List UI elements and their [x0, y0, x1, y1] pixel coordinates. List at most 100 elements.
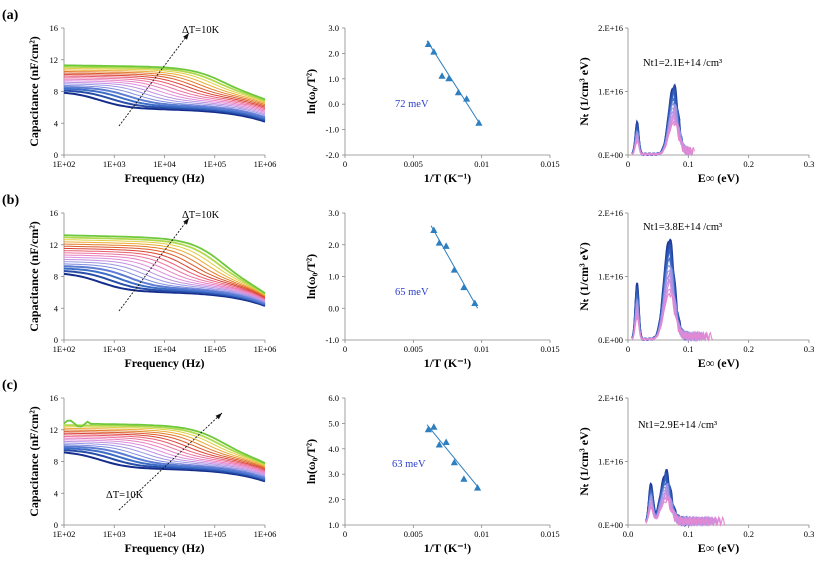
arr-x-tick-label: 0.005	[404, 529, 423, 539]
arr-y-tick-label: 2.0	[328, 48, 339, 58]
capacitance-curve	[64, 74, 266, 108]
cap-x-tick-label: 1E+05	[203, 159, 226, 169]
arrhenius-fit-line	[426, 40, 481, 125]
capacitance-curve	[63, 241, 266, 296]
capacitance-curve	[63, 432, 266, 470]
activation-energy-label: 63 meV	[392, 459, 426, 470]
capacitance-curve	[63, 86, 266, 119]
cap-y-tick-label: 4	[54, 303, 59, 313]
cap-x-tick-label: 1E+04	[153, 344, 176, 354]
cap-y-tick-label: 0	[54, 335, 58, 345]
cap-y-tick-label: 16	[50, 23, 59, 33]
temperature-arrow-head	[215, 413, 222, 420]
arr-y-axis-label: ln(ω₀/T²)	[304, 439, 318, 484]
capacitance-curve	[64, 81, 266, 115]
cap-y-tick-label: 4	[54, 488, 59, 498]
arr-x-axis-label: 1/T (K⁻¹)	[424, 356, 471, 370]
capacitance-curve	[63, 84, 266, 117]
arr-y-tick-label: 2.0	[328, 495, 339, 505]
capacitance-curve	[64, 439, 266, 475]
dos-x-tick-label: 0.3	[804, 529, 815, 539]
temperature-arrow	[118, 32, 190, 127]
cap-x-tick-label: 1E+06	[254, 529, 277, 539]
dos-x-tick-label: 0.2	[743, 344, 754, 354]
arr-x-axis-label: 1/T (K⁻¹)	[424, 171, 471, 185]
panel-letter: (b)	[2, 193, 19, 208]
arr-y-tick-label: 3.0	[328, 469, 339, 479]
capacitance-curve	[63, 263, 266, 304]
arr-x-tick-label: 0.01	[474, 529, 489, 539]
arr-y-tick-label: 5.0	[328, 418, 339, 428]
dos-x-tick-label: 0.0	[623, 529, 634, 539]
dos-x-axis-label: E∞ (eV)	[698, 541, 740, 555]
cap-x-tick-label: 1E+05	[203, 344, 226, 354]
arr-x-tick-label: 0	[343, 344, 347, 354]
defect-density-curve	[631, 257, 694, 342]
capacitance-curve	[63, 72, 266, 107]
arr-y-tick-label: -2.0	[326, 150, 339, 160]
arr-y-axis-label: ln(ω₀/T²)	[304, 69, 318, 114]
cap-y-tick-label: 12	[50, 55, 59, 65]
cap-x-axis-label: Frequency (Hz)	[124, 356, 204, 370]
capacitance-curve	[64, 67, 266, 103]
nt1-annotation: Nt1=2.9E+14 /cm³	[638, 420, 717, 431]
arrhenius-point	[454, 88, 463, 96]
arrhenius-point	[430, 48, 438, 55]
cap-y-tick-label: 12	[50, 425, 59, 435]
cap-y-tick-label: 8	[54, 272, 58, 282]
arrhenius-point	[442, 242, 450, 249]
delta-t-annotation: ΔT=10K	[182, 25, 220, 36]
arr-x-tick-label: 0.005	[404, 344, 423, 354]
delta-t-annotation: ΔT=10K	[106, 490, 144, 501]
arrhenius-point	[442, 438, 450, 445]
arr-y-tick-label: 4.0	[328, 444, 339, 454]
dos-y-tick-label: 2.E+16	[598, 393, 623, 403]
dos-y-axis-label: Nₜ (1/cm³ eV)	[577, 57, 591, 125]
dos-y-tick-label: 1.E+16	[598, 272, 623, 282]
arr-y-tick-label: -1.0	[326, 335, 339, 345]
temperature-arrow	[118, 217, 190, 312]
capacitance-curve	[63, 419, 266, 464]
cap-x-tick-label: 1E+06	[254, 159, 277, 169]
dos-x-tick-label: 0.1	[683, 344, 694, 354]
capacitance-curve	[63, 434, 266, 472]
capacitance-curve	[63, 437, 266, 474]
arrhenius-point	[435, 440, 443, 448]
arrhenius-point	[450, 266, 458, 273]
delta-t-annotation: ΔT=10K	[182, 210, 220, 221]
dos-y-tick-label: 0.E+00	[598, 335, 623, 345]
dos-x-axis-label: E∞ (eV)	[698, 356, 740, 370]
dos-y-axis-label: Nₜ (1/cm³ eV)	[577, 242, 591, 310]
cap-y-tick-label: 12	[50, 240, 59, 250]
arrhenius-point	[438, 72, 446, 79]
defect-density-curve	[631, 268, 702, 342]
dos-x-tick-label: 0.1	[683, 159, 694, 169]
capacitance-curve	[63, 449, 266, 482]
arr-y-tick-label: 1.0	[328, 74, 339, 84]
capacitance-curve	[64, 75, 266, 110]
dos-y-tick-label: 0.E+00	[598, 150, 623, 160]
dos-x-tick-label: 0.3	[804, 159, 815, 169]
capacitance-curve	[63, 270, 266, 307]
capacitance-curve	[63, 69, 266, 104]
capacitance-curve	[63, 236, 266, 295]
panel-letter: (c)	[2, 378, 18, 393]
arrhenius-point	[475, 119, 483, 126]
nt1-annotation: Nt1=2.1E+14 /cm³	[643, 58, 722, 69]
arr-y-tick-label: 0.0	[328, 99, 339, 109]
arrhenius-point	[435, 239, 443, 246]
capacitance-curve	[63, 247, 266, 299]
arr-y-tick-label: 3.0	[328, 208, 339, 218]
arr-x-tick-label: 0.015	[540, 529, 559, 539]
capacitance-curve	[63, 239, 266, 296]
capacitance-curve	[63, 265, 266, 305]
arr-x-tick-label: 0	[343, 529, 347, 539]
capacitance-curve	[63, 250, 266, 299]
arr-x-tick-label: 0.01	[474, 344, 489, 354]
arr-y-axis-label: ln(ω₀/T²)	[304, 254, 318, 299]
arr-x-tick-label: 0	[343, 159, 347, 169]
nt1-annotation: Nt1=3.8E+14 /cm³	[643, 222, 722, 233]
capacitance-curve	[63, 64, 266, 101]
cap-x-tick-label: 1E+04	[153, 529, 176, 539]
